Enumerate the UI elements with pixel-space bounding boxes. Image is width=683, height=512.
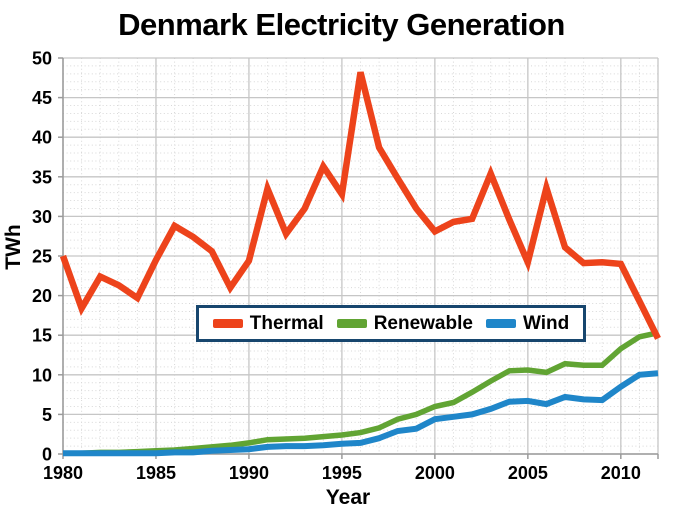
y-tick-label: 40 <box>32 128 52 148</box>
x-tick-label: 2000 <box>415 463 455 483</box>
chart-title: Denmark Electricity Generation <box>118 7 565 42</box>
series-line-thermal <box>59 71 661 340</box>
legend: Thermal Renewable Wind <box>196 305 586 342</box>
x-tick-label: 2010 <box>601 463 641 483</box>
x-tick-label: 1990 <box>229 463 269 483</box>
x-tick-label: 1995 <box>322 463 362 483</box>
x-tick-label: 1980 <box>43 463 83 483</box>
y-tick-label: 45 <box>32 88 52 108</box>
y-tick-label: 35 <box>32 167 52 187</box>
y-tick-label: 25 <box>32 247 52 267</box>
y-tick-label: 50 <box>32 49 52 69</box>
y-tick-label: 10 <box>32 365 52 385</box>
legend-label-renewable: Renewable <box>373 312 473 334</box>
legend-swatch-wind-icon <box>485 319 516 328</box>
x-axis-label: Year <box>325 486 371 509</box>
y-tick-label: 30 <box>32 207 52 227</box>
legend-swatch-renewable-icon <box>336 319 367 328</box>
x-tick-label: 1985 <box>136 463 176 483</box>
legend-label-thermal: Thermal <box>249 312 324 334</box>
legend-swatch-thermal-icon <box>212 319 243 328</box>
series-line-wind <box>63 370 659 457</box>
y-axis-label: TWh <box>2 224 25 270</box>
y-tick-label: 15 <box>32 326 52 346</box>
x-tick-label: 2005 <box>508 463 548 483</box>
legend-item-thermal: Thermal <box>212 312 324 335</box>
y-tick-label: 5 <box>42 405 52 425</box>
legend-item-wind: Wind <box>485 312 570 335</box>
y-tick-label: 20 <box>32 286 52 306</box>
legend-label-wind: Wind <box>522 312 570 334</box>
legend-item-renewable: Renewable <box>336 312 473 335</box>
y-tick-label: 0 <box>42 445 52 465</box>
